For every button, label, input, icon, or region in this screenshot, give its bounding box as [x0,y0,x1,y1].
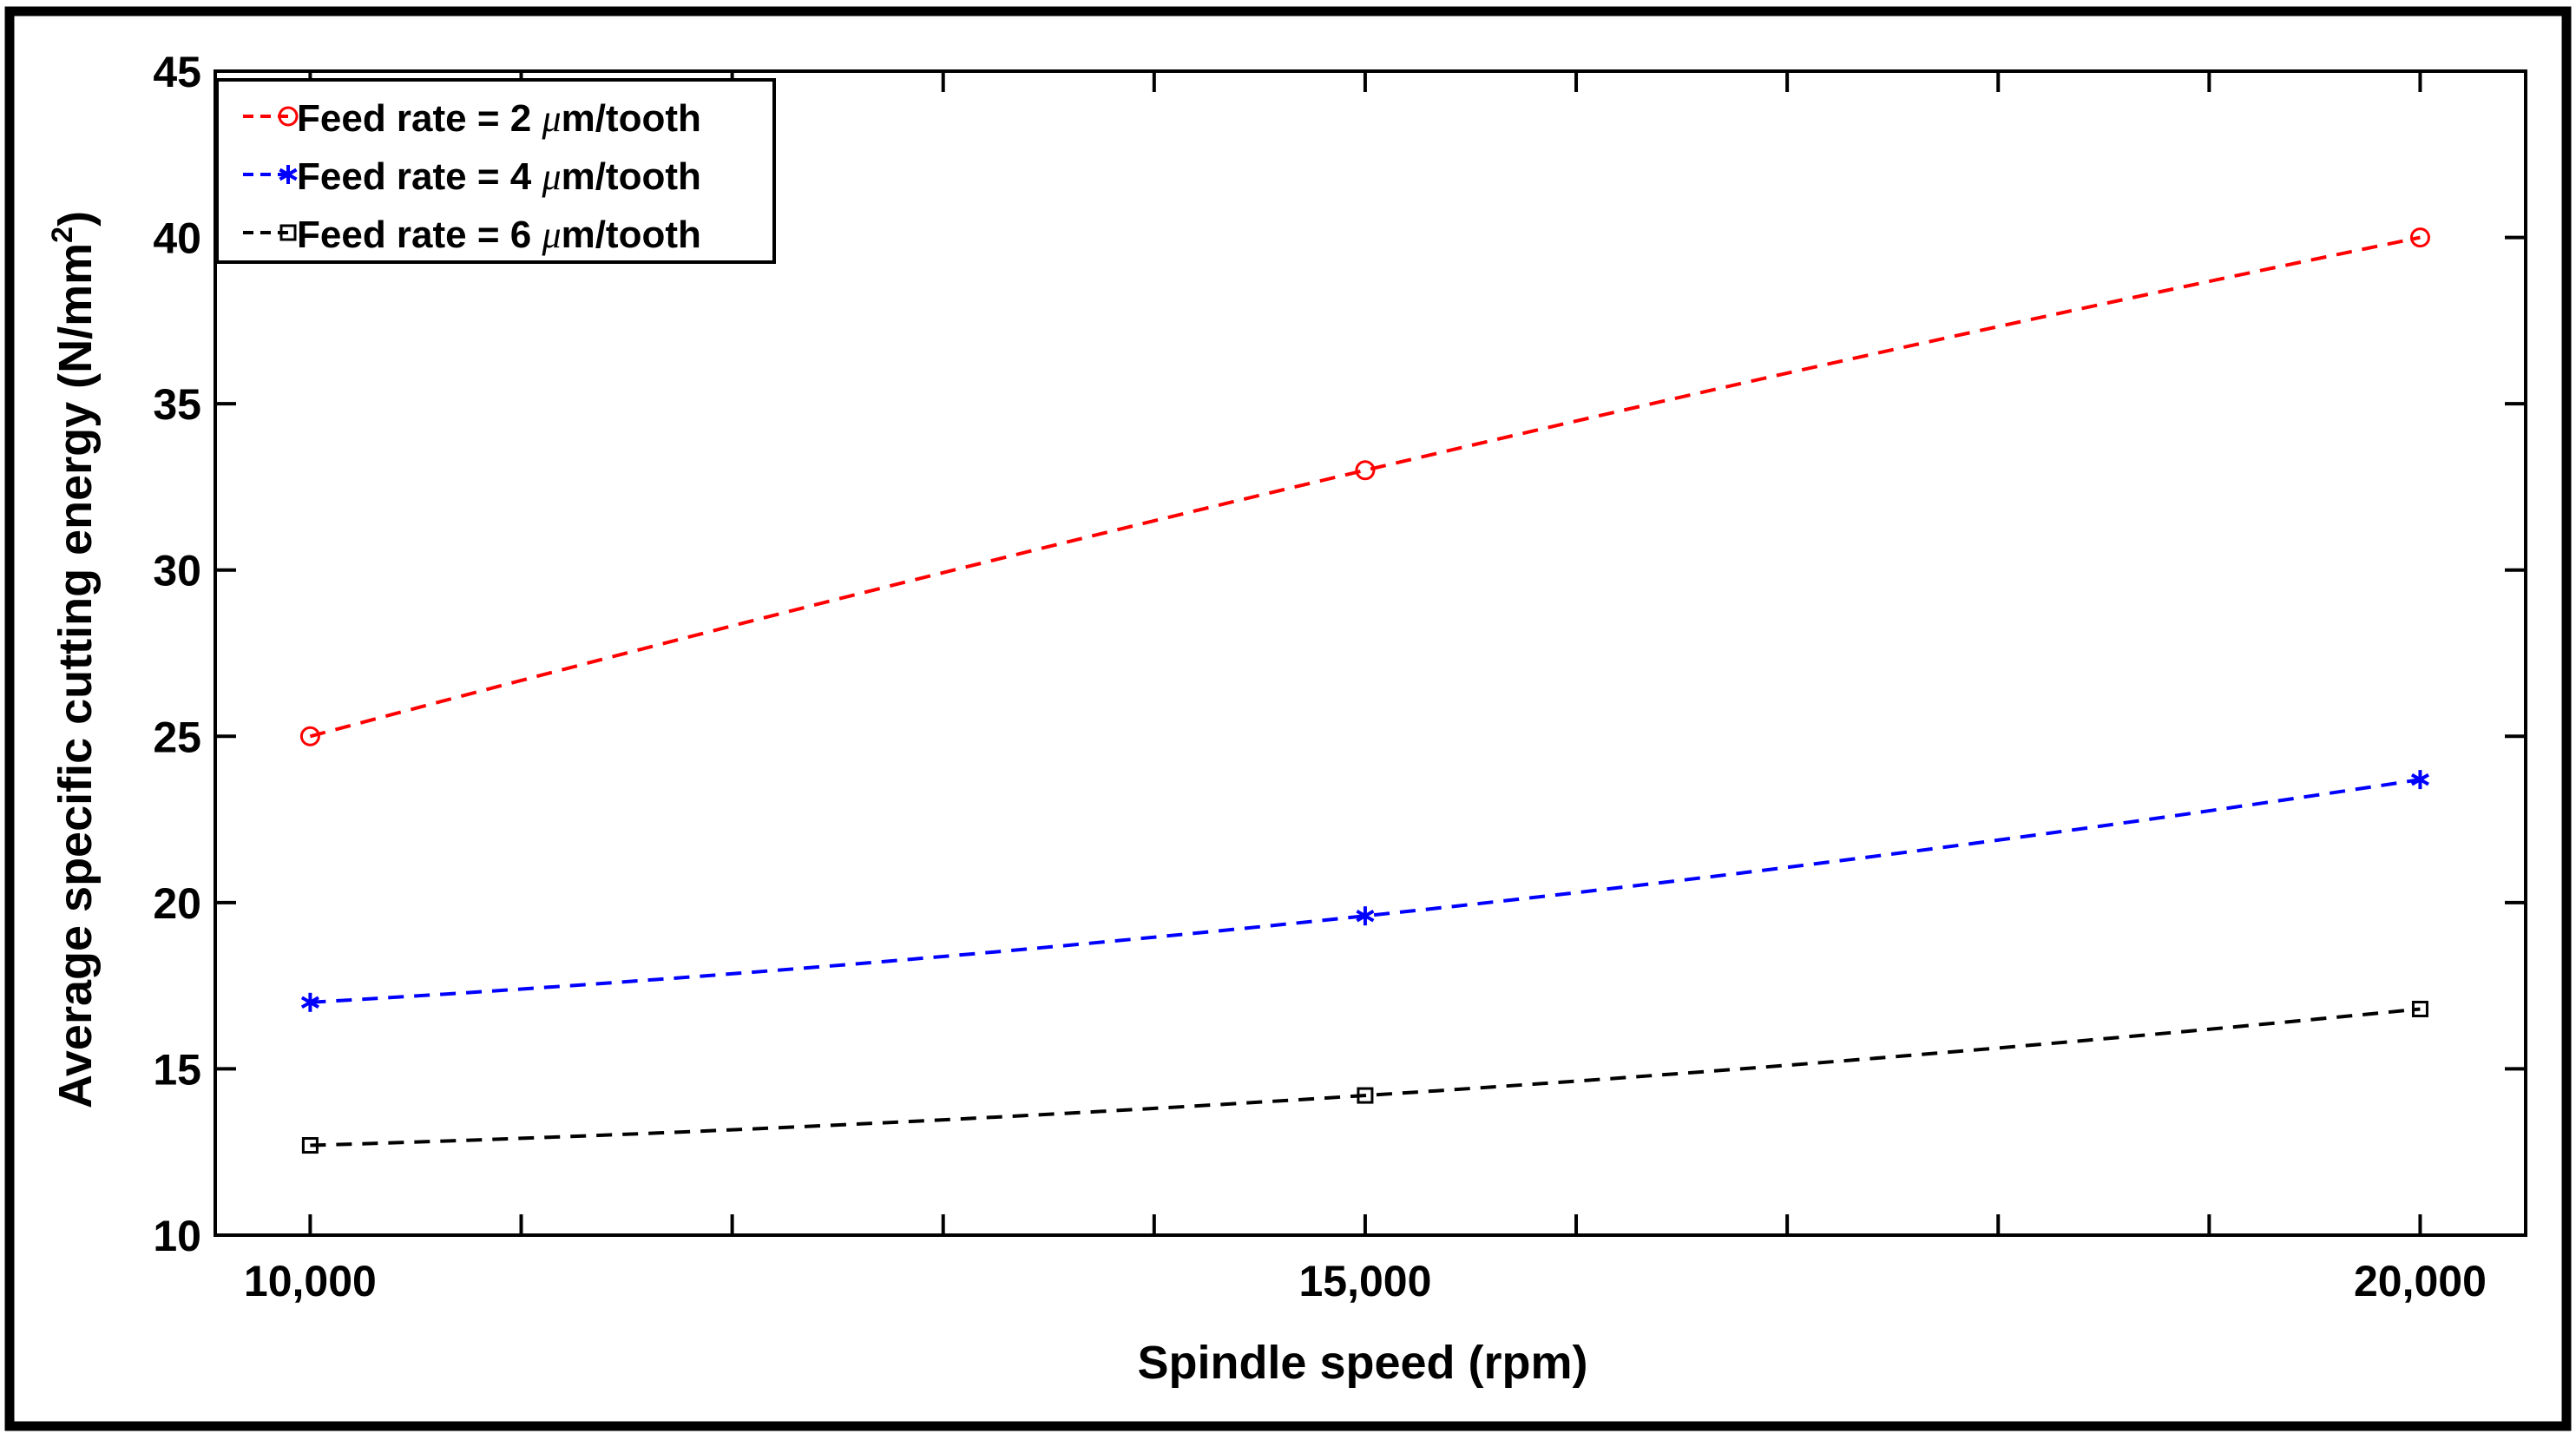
marker-square [301,1137,319,1154]
marker-circle [1355,460,1376,481]
legend-item-2: Feed rate = 4 μm/tooth [243,155,701,198]
x-tick-label: 20,000 [2354,1257,2487,1305]
x-tick-label: 15,000 [1298,1257,1431,1305]
legend-label-suffix: m/tooth [562,214,701,256]
data-point-series-2 [2410,770,2429,790]
x-tick-label: 10,000 [244,1257,377,1305]
marker-stroke [2410,773,2429,786]
data-point-series-3 [2411,1000,2428,1017]
legend-label: Feed rate = 2 μm/tooth [297,97,701,140]
y-tick-label: 35 [153,380,201,429]
y-tick-label: 45 [153,48,201,96]
marker-stroke [279,168,298,181]
y-axis-label-main: Average specific cutting energy (N/mm [49,243,102,1108]
legend-marker [279,224,297,241]
data-point-series-1 [1355,460,1376,481]
marker-circle [299,726,320,746]
marker-stroke [300,996,319,1009]
data-point-series-2 [300,992,319,1012]
y-tick-label: 40 [153,214,201,263]
marker-square [279,224,297,241]
marker-circle [278,106,299,127]
legend-label: Feed rate = 4 μm/tooth [297,155,701,198]
data-point-series-3 [301,1137,319,1154]
y-tick-label: 20 [153,879,201,928]
y-tick-label: 15 [153,1045,201,1094]
legend-marker [279,165,298,184]
legend-label-prefix: Feed rate = 2 [297,97,542,140]
legend-label: Feed rate = 6 μm/tooth [297,214,701,256]
y-axis-label-superscript: 2 [46,227,79,243]
series-line-2 [310,778,2421,1004]
y-axis-label: Average specific cutting energy (N/mm2) [46,211,102,1108]
legend-label-suffix: m/tooth [562,155,701,198]
data-point-series-2 [1356,906,1375,926]
legend-label-mu: μ [541,214,561,256]
marker-square [1357,1087,1374,1104]
y-tick-label: 10 [153,1212,201,1260]
legend-label-prefix: Feed rate = 6 [297,214,542,256]
marker-circle [2409,227,2430,248]
series-line-3 [310,1007,2421,1147]
marker-stroke [1356,909,1375,923]
legend-label-mu: μ [541,155,561,198]
legend-label-suffix: m/tooth [562,97,701,140]
series-line-1 [309,235,2421,739]
y-tick-label: 25 [153,713,201,761]
marker-square [2411,1000,2428,1017]
data-point-series-3 [1357,1087,1374,1104]
data-point-series-1 [299,726,320,746]
plot-area-box [214,69,2527,1237]
legend-label-mu: μ [541,97,561,140]
data-point-series-1 [2409,227,2430,248]
legend-box [215,78,776,264]
y-tick-label: 30 [153,547,201,595]
x-axis-label: Spindle speed (rpm) [1137,1337,1587,1389]
legend-item-3: Feed rate = 6 μm/tooth [243,214,701,256]
legend-marker [278,106,299,127]
legend-item-1: Feed rate = 2 μm/tooth [243,97,701,140]
legend-label-prefix: Feed rate = 4 [297,155,542,198]
y-axis-label-close: ) [49,211,102,227]
